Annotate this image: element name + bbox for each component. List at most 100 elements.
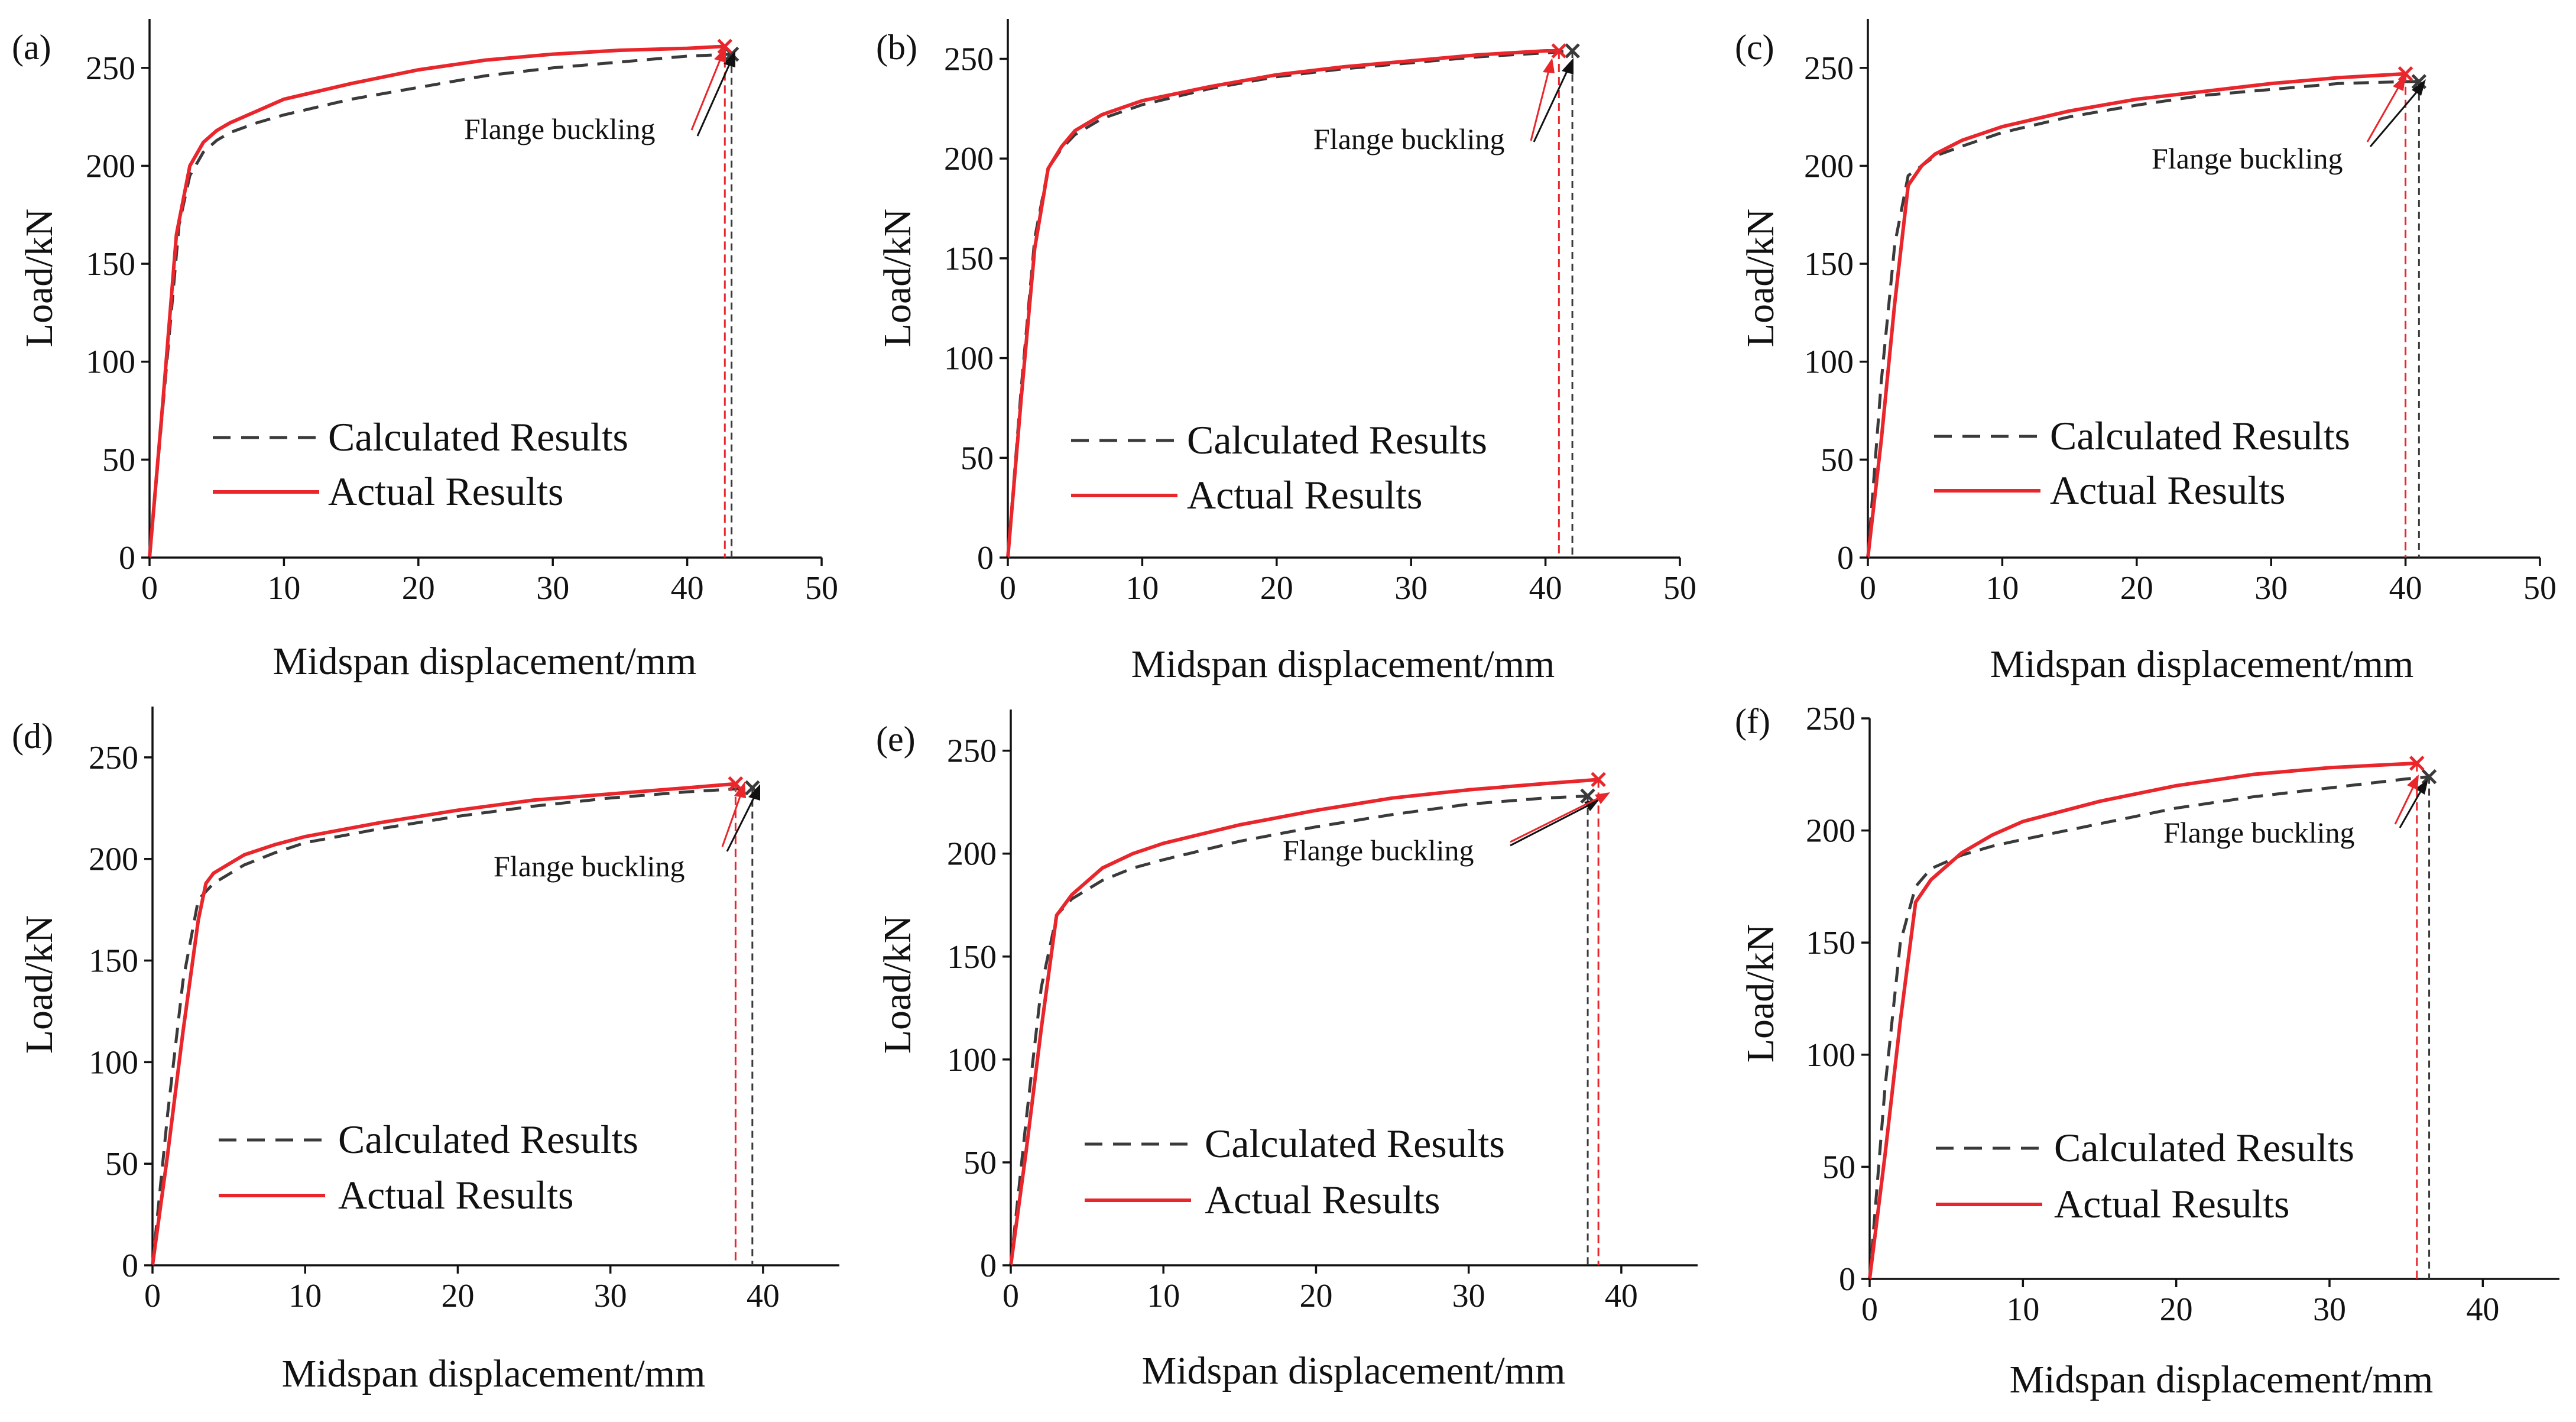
panel-d: (d) 0 50 100 150 200 250 0 10 20 30 40 Calculated… [12, 707, 839, 1395]
panel-a-x-axis-title: Midspan displacement/mm [273, 640, 697, 683]
panel-a-annotation-arrow-red [690, 54, 724, 131]
panel-c-annotation-arrow-black [2369, 87, 2422, 147]
panel-b-x-tick-label: 50 [1663, 570, 1696, 607]
panel-c-actual-buckling-marker [2397, 66, 2413, 82]
panel-e-x-tick-label: 30 [1452, 1278, 1485, 1314]
panel-c-y-tick-label: 250 [1804, 50, 1854, 87]
panel-d-y-tick-label: 150 [89, 943, 138, 980]
panel-b-y-ticks: 0 50 100 150 200 250 [944, 41, 1008, 576]
panel-f-calculated-curve [1868, 775, 2429, 1280]
panel-a-legend-actual-label: Actual Results [328, 469, 564, 514]
panel-f-y-tick-label: 100 [1806, 1037, 1855, 1074]
panel-e-annotation-arrowhead-red [1595, 792, 1610, 804]
panel-b-x-tick-label: 20 [1260, 570, 1293, 607]
panel-e-y-tick-label: 200 [947, 836, 997, 873]
panel-d-label: (d) [12, 717, 53, 756]
panel-f-annotation-arrowhead-red [2407, 775, 2419, 790]
panel-f-x-tick-label: 30 [2313, 1291, 2346, 1328]
panel-f-label: (f) [1735, 702, 1770, 741]
panel-e-flange-buckling-label: Flange buckling [1283, 834, 1474, 867]
panel-e-x-tick-label: 40 [1605, 1278, 1638, 1314]
panel-f-annotation-arrow-red [2394, 782, 2416, 825]
panel-b-legend: Calculated Results Actual Results [1071, 417, 1487, 517]
panel-a-annotation-arrow-black [696, 59, 733, 137]
panel-e-annotation: Flange buckling [1283, 792, 1610, 867]
panel-b-annotation-arrow-red [1530, 66, 1551, 141]
panel-d-x-tick-label: 10 [288, 1278, 322, 1314]
panel-d-y-ticks: 0 50 100 150 200 250 [89, 740, 153, 1284]
panel-f-annotation: Flange buckling [2163, 775, 2428, 849]
panel-e-legend-actual-label: Actual Results [1205, 1177, 1441, 1222]
panel-d-actual-curve [151, 782, 736, 1266]
panel-b-legend-calculated-label: Calculated Results [1187, 417, 1487, 462]
panel-d-y-tick-label: 50 [105, 1146, 138, 1183]
panel-d-annotation-arrowhead-black [748, 784, 760, 801]
panel-e-actual-curve [1009, 778, 1599, 1266]
panel-f-x-axis-title: Midspan displacement/mm [2010, 1358, 2434, 1401]
panel-a-actual-curve [148, 44, 725, 558]
panel-d-legend-actual-label: Actual Results [338, 1172, 574, 1217]
panel-a-y-tick-label: 150 [86, 246, 135, 283]
panel-e-x-ticks: 0 10 20 30 40 [1003, 1265, 1638, 1314]
panel-b-legend-actual-label: Actual Results [1187, 472, 1423, 517]
panel-a-actual-buckling-marker [717, 38, 733, 54]
panel-f-legend: Calculated Results Actual Results [1936, 1125, 2354, 1226]
panel-c-y-ticks: 0 50 100 150 200 250 [1804, 50, 1868, 576]
panel-b-flange-buckling-label: Flange buckling [1313, 122, 1505, 156]
panel-c-x-axis-title: Midspan displacement/mm [1990, 643, 2414, 686]
panel-c-plot [1866, 19, 2540, 559]
panel-f-y-tick-label: 250 [1806, 701, 1855, 737]
panel-f-x-ticks: 0 10 20 30 40 [1861, 1279, 2499, 1328]
panel-f-y-tick-label: 50 [1822, 1149, 1855, 1185]
panel-c: (c) 0 50 100 150 200 250 0 10 20 30 40 50 Calculat… [1735, 19, 2556, 686]
panel-f-legend-calculated-label: Calculated Results [2054, 1125, 2354, 1170]
panel-c-calculated-curve [1866, 80, 2419, 558]
panel-d-annotation-arrow-red [721, 789, 744, 847]
panel-c-y-tick-label: 150 [1804, 246, 1854, 283]
panel-f-x-tick-label: 0 [1861, 1291, 1878, 1328]
panel-a-x-tick-label: 50 [805, 570, 838, 607]
panel-c-x-tick-label: 50 [2523, 570, 2556, 607]
panel-a-legend-calculated-label: Calculated Results [328, 414, 628, 459]
panel-a-x-tick-label: 20 [402, 570, 435, 607]
panel-e-legend: Calculated Results Actual Results [1085, 1121, 1505, 1222]
panel-c-legend: Calculated Results Actual Results [1934, 413, 2350, 513]
panel-f-calculated-buckling-marker [2421, 769, 2437, 785]
panel-d-x-ticks: 0 10 20 30 40 [144, 1265, 780, 1314]
panel-d-actual-buckling-marker [728, 776, 744, 792]
panel-b-y-axis-title: Load/kN [876, 209, 919, 348]
panel-f-x-tick-label: 40 [2466, 1291, 2499, 1328]
panel-c-y-tick-label: 50 [1821, 442, 1854, 478]
panel-b-x-ticks: 0 10 20 30 40 50 [1000, 558, 1696, 607]
panel-c-x-tick-label: 40 [2389, 570, 2422, 607]
panel-b-annotation-arrowhead-black [1562, 58, 1573, 74]
panel-f-y-ticks: 0 50 100 150 200 250 [1806, 701, 1870, 1298]
panel-c-y-tick-label: 0 [1837, 540, 1854, 576]
panel-d-flange-buckling-label: Flange buckling [494, 850, 685, 883]
panel-d-x-tick-label: 30 [594, 1278, 627, 1314]
panel-a-y-tick-label: 0 [119, 540, 135, 576]
panel-e-label: (e) [876, 720, 916, 759]
panel-b-y-tick-label: 250 [944, 41, 994, 77]
panel-f: (f) 0 50 100 150 200 250 0 10 20 30 40 Calculated… [1735, 701, 2559, 1401]
panel-e-y-tick-label: 0 [980, 1248, 997, 1284]
panel-c-y-tick-label: 100 [1804, 344, 1854, 381]
panel-c-legend-actual-label: Actual Results [2050, 468, 2286, 513]
panel-c-flange-buckling-label: Flange buckling [2152, 142, 2343, 175]
panel-a-y-tick-label: 50 [102, 442, 135, 478]
panel-f-x-tick-label: 10 [2006, 1291, 2039, 1328]
panel-a-y-tick-label: 100 [86, 344, 135, 381]
panel-a-y-ticks: 0 50 100 150 200 250 [86, 50, 150, 576]
panel-a-annotation-arrowhead-black [724, 51, 735, 67]
panel-a-x-tick-label: 0 [141, 570, 158, 607]
panel-e-calculated-buckling-marker [1580, 788, 1595, 804]
panel-d-annotation: Flange buckling [494, 782, 760, 883]
panel-f-y-tick-label: 150 [1806, 925, 1855, 961]
panel-e-y-axis-title: Load/kN [876, 915, 919, 1054]
panel-b-x-tick-label: 0 [1000, 570, 1016, 607]
panel-f-annotation-arrowhead-black [2415, 779, 2428, 795]
panel-b-plot [1006, 19, 1680, 559]
panel-c-annotation-arrowhead-red [2393, 74, 2406, 91]
panel-d-x-tick-label: 20 [441, 1278, 474, 1314]
